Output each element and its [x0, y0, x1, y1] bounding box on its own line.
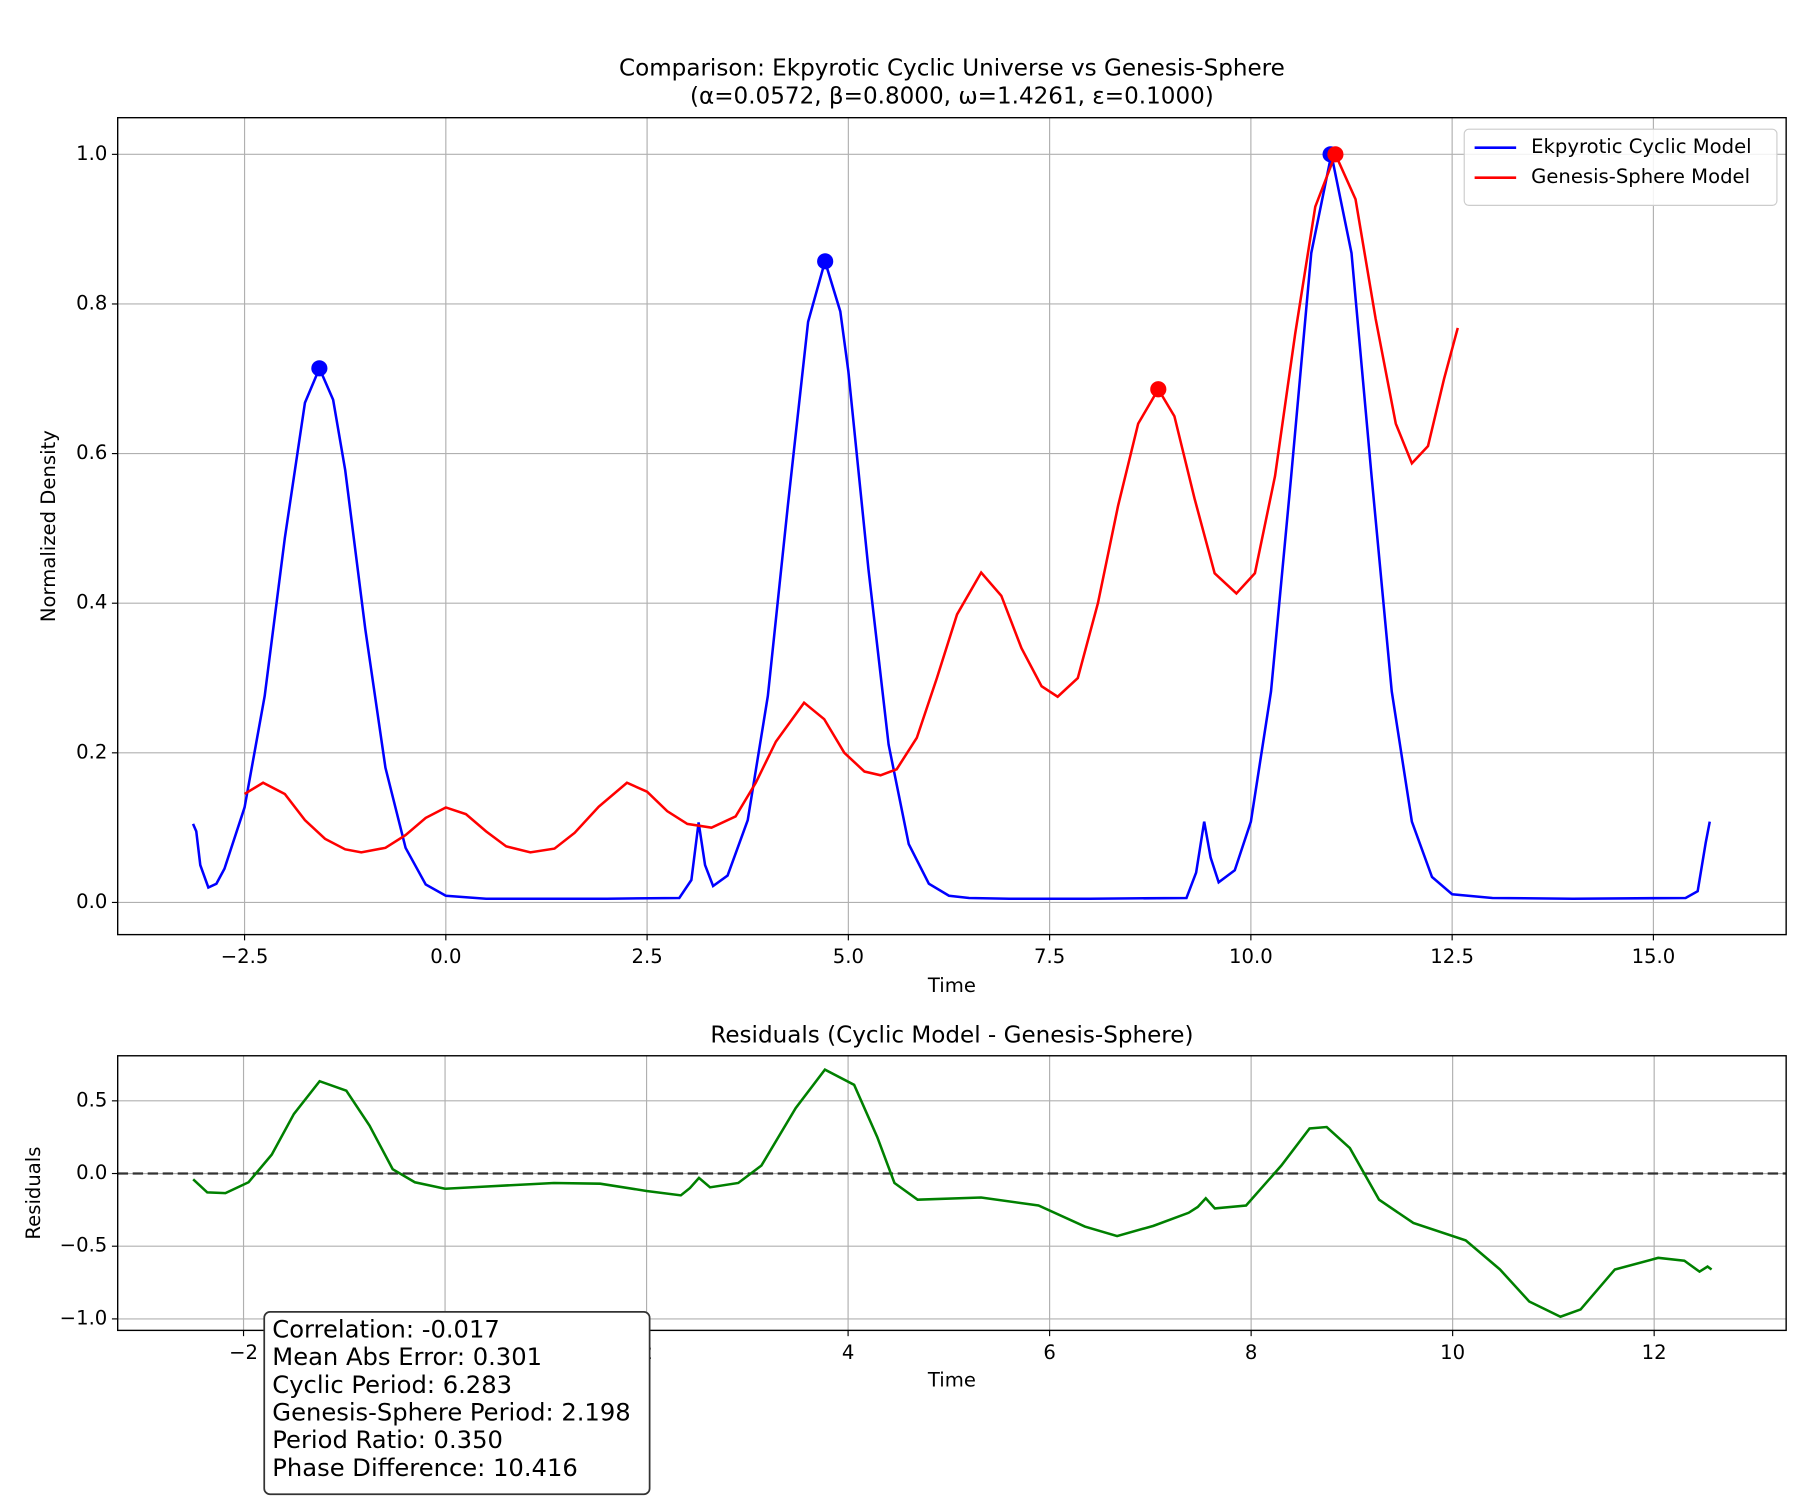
- y-axis-label: Normalized Density: [37, 430, 60, 622]
- x-tick-label: 2.5: [631, 945, 662, 968]
- x-axis-label: Time: [927, 1369, 976, 1392]
- x-tick-label: 12.5: [1430, 945, 1474, 968]
- x-tick-label: 12: [1642, 1341, 1667, 1364]
- x-tick-label: 5.0: [833, 945, 864, 968]
- legend-box: [1463, 128, 1778, 206]
- peak-marker: [817, 253, 834, 270]
- x-axis-label: Time: [927, 974, 976, 997]
- stats-line: Genesis-Sphere Period: 2.198: [272, 1398, 630, 1426]
- y-tick-label: 0.2: [76, 740, 107, 763]
- legend-label: Genesis-Sphere Model: [1531, 165, 1750, 188]
- y-tick-label: 0.5: [76, 1088, 107, 1111]
- peak-marker: [1150, 381, 1167, 398]
- stats-line: Cyclic Period: 6.283: [272, 1371, 512, 1399]
- series-line: [191, 154, 1712, 900]
- chart-subtitle: (α=0.0572, β=0.8000, ω=1.4261, ε=0.1000): [690, 83, 1214, 109]
- y-tick-label: 0.8: [76, 291, 107, 314]
- y-tick-label: −1.0: [60, 1306, 108, 1329]
- axes-frame: [116, 116, 1787, 936]
- axes-frame: [116, 1055, 1787, 1332]
- x-tick-label: 10: [1440, 1341, 1465, 1364]
- y-axis-label: Residuals: [22, 1147, 45, 1240]
- y-tick-label: −0.5: [60, 1234, 108, 1257]
- x-tick-label: 15.0: [1632, 945, 1676, 968]
- y-tick-label: 0.0: [76, 890, 107, 913]
- stats-line: Correlation: -0.017: [272, 1315, 499, 1343]
- series-line: [192, 1067, 1713, 1319]
- peak-marker: [311, 360, 328, 377]
- stats-line: Phase Difference: 10.416: [272, 1454, 577, 1482]
- x-tick-label: 4: [842, 1341, 854, 1364]
- series-line: [243, 151, 1459, 854]
- x-tick-label: 8: [1245, 1341, 1257, 1364]
- chart-title: Residuals (Cyclic Model - Genesis-Sphere…: [710, 1023, 1193, 1049]
- y-tick-label: 1.0: [76, 142, 107, 165]
- stats-line: Period Ratio: 0.350: [272, 1426, 503, 1454]
- chart-title: Comparison: Ekpyrotic Cyclic Universe vs…: [619, 56, 1285, 82]
- peak-marker: [1327, 146, 1344, 163]
- x-tick-label: −2.5: [221, 945, 269, 968]
- stats-box: [263, 1311, 651, 1496]
- x-tick-label: 0.0: [430, 945, 461, 968]
- y-tick-label: 0.6: [76, 441, 107, 464]
- x-tick-label: 6: [1043, 1341, 1055, 1364]
- stats-line: Mean Abs Error: 0.301: [272, 1343, 542, 1371]
- y-tick-label: 0.4: [76, 591, 107, 614]
- x-tick-label: 7.5: [1034, 945, 1065, 968]
- legend-label: Ekpyrotic Cyclic Model: [1531, 135, 1751, 158]
- x-tick-label: −2: [229, 1341, 258, 1364]
- x-tick-label: 10.0: [1229, 945, 1273, 968]
- y-tick-label: 0.0: [76, 1161, 107, 1184]
